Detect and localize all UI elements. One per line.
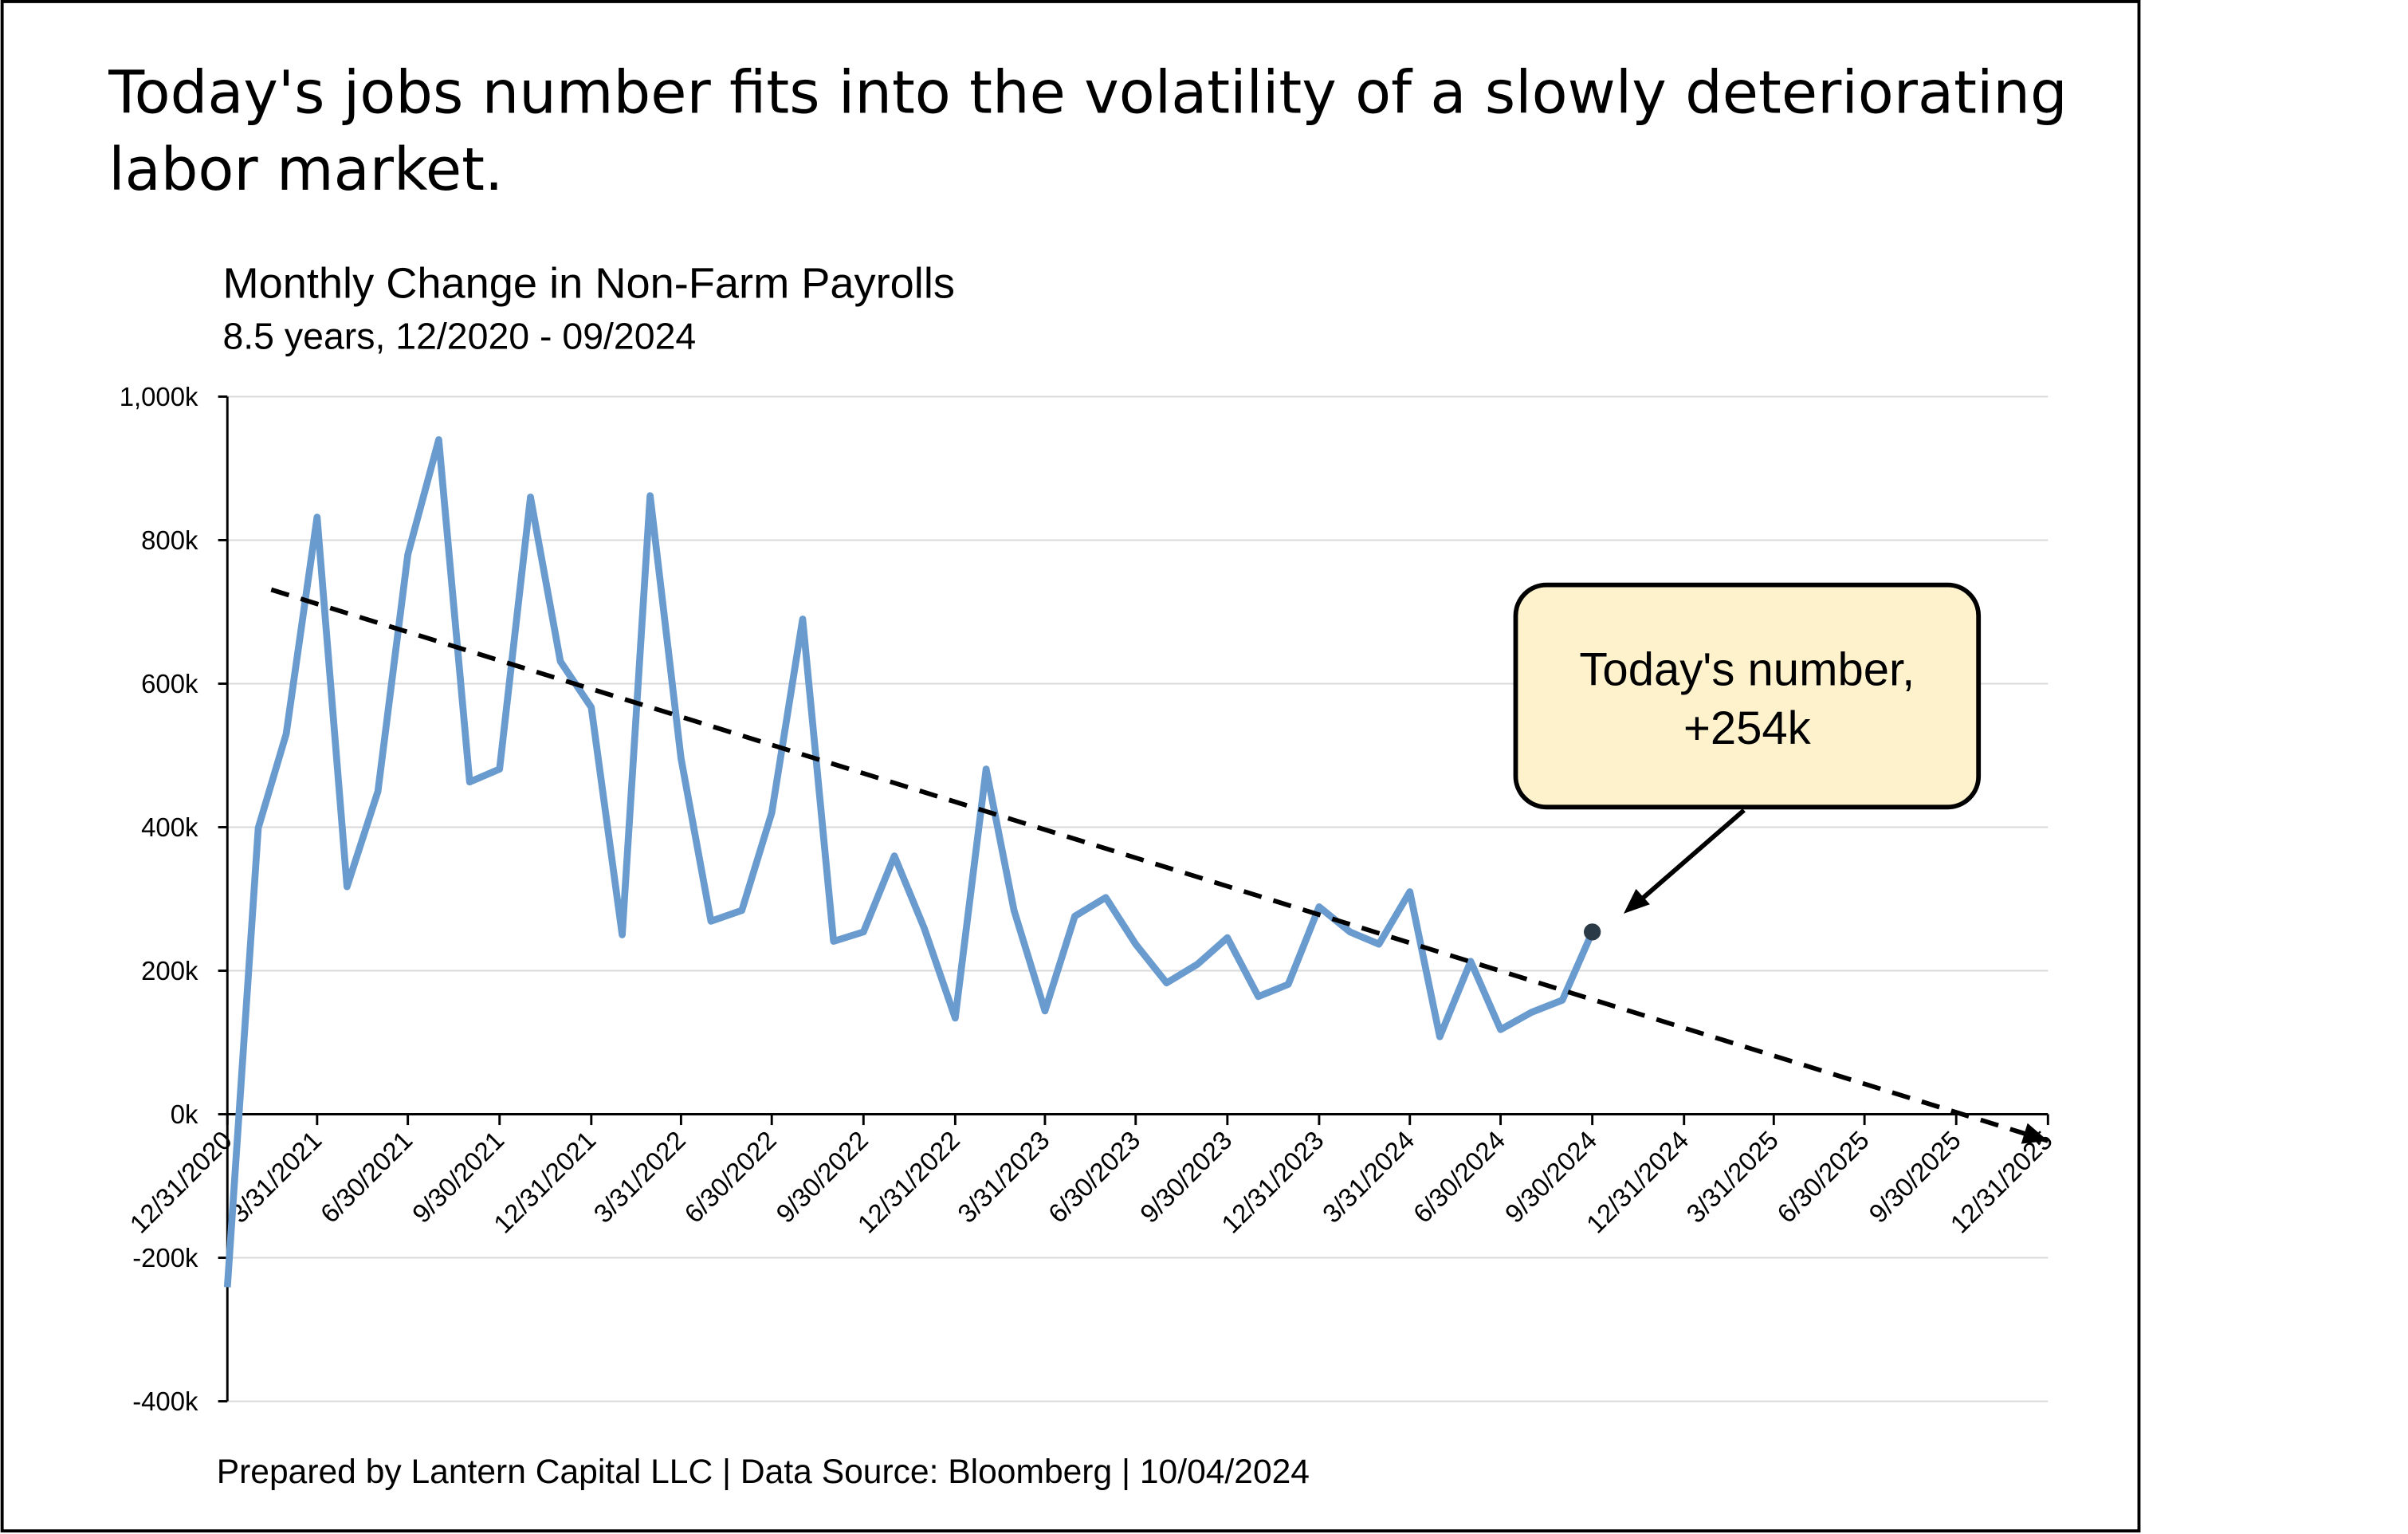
y-tick-label: -200k (132, 1243, 198, 1272)
annotation-text: +254k (1683, 702, 1812, 754)
footer: Prepared by Lantern Capital LLC | Data S… (217, 1453, 1310, 1491)
annotation-box (1513, 582, 1982, 810)
annotation-arrow (1637, 808, 1746, 903)
chart-subtitle: 8.5 years, 12/2020 - 09/2024 (222, 315, 696, 356)
y-tick-label: -400k (132, 1386, 198, 1416)
y-tick-label: 600k (141, 669, 198, 698)
headline: Today's jobs number fits into the volati… (108, 59, 2067, 127)
y-tick-label: 0k (171, 1099, 198, 1129)
headline: labor market. (108, 136, 503, 204)
annotation-text: Today's number, (1579, 643, 1915, 695)
y-tick-label: 800k (141, 525, 198, 555)
series-line (223, 436, 1596, 1288)
latest-point (1584, 923, 1601, 941)
trend-line (270, 587, 2049, 1143)
y-tick-label: 400k (141, 812, 198, 842)
trend-arrowhead (2021, 1123, 2049, 1144)
annotation-arrowhead (1623, 888, 1650, 914)
y-tick-label: 1,000k (120, 382, 198, 411)
chart-title: Monthly Change in Non-Farm Payrolls (222, 260, 955, 308)
y-tick-label: 200k (141, 956, 198, 985)
